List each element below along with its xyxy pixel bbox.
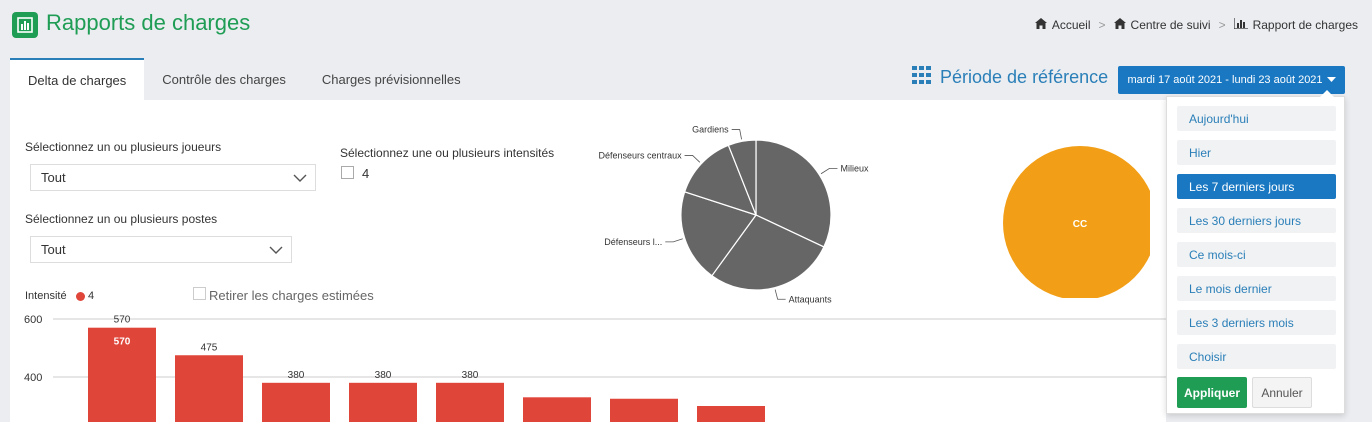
pie-leader-line — [820, 167, 838, 175]
intensite-4-checkbox[interactable] — [341, 166, 354, 179]
breadcrumb-label: Centre de suivi — [1130, 18, 1211, 32]
pie-chart-postes: Milieux Attaquants Défenseurs l... Défenseu… — [599, 125, 869, 305]
bar-inner-label: 570 — [114, 337, 131, 348]
apply-button[interactable]: Appliquer — [1177, 377, 1247, 408]
breadcrumb-label: Accueil — [1051, 18, 1091, 32]
bar-value-label: 475 — [201, 342, 218, 353]
date-range-label: mardi 17 août 2021 - lundi 23 août 2021 — [1127, 74, 1323, 86]
breadcrumb-centre-de-suivi[interactable]: Centre de suivi — [1113, 18, 1211, 32]
breadcrumb-accueil[interactable]: Accueil — [1034, 18, 1091, 32]
cancel-button[interactable]: Annuler — [1252, 377, 1312, 408]
joueurs-select-value: Tout — [41, 170, 66, 185]
bar — [436, 382, 504, 422]
intensites-label: Sélectionnez une ou plusieurs intensités — [340, 146, 555, 160]
bar — [88, 327, 156, 422]
report-app-icon — [12, 12, 38, 38]
y-tick-label: 400 — [24, 372, 42, 384]
header: Rapports de charges Accueil > Centre de … — [0, 0, 1372, 56]
bar — [697, 406, 765, 422]
tab-charges-previsionnelles[interactable]: Charges prévisionnelles — [321, 71, 461, 87]
page-title: Rapports de charges — [46, 10, 251, 35]
bar-value-label: 380 — [462, 370, 479, 381]
bar — [262, 382, 330, 422]
pie-slice-label: Gardiens — [692, 125, 729, 135]
bar-chart-icon — [1232, 18, 1248, 32]
breadcrumb: Accueil > Centre de suivi > Rapport de c… — [1034, 18, 1358, 32]
pie-slice — [680, 191, 757, 277]
retirer-label: Retirer les charges estimées — [209, 288, 374, 303]
periode-label: Période de référence — [940, 67, 1109, 87]
pie-slice — [711, 214, 825, 291]
joueurs-label: Sélectionnez un ou plusieurs joueurs — [25, 140, 222, 154]
tab-controle-des-charges[interactable]: Contrôle des charges — [162, 71, 286, 87]
tab-bar: Delta de charges Contrôle des charges Ch… — [10, 58, 479, 100]
breadcrumb-label: Rapport de charges — [1252, 18, 1358, 32]
dropdown-caret — [1320, 90, 1334, 97]
bar — [610, 398, 678, 422]
pie-leader-line — [774, 289, 786, 300]
breadcrumb-separator: > — [1218, 18, 1226, 32]
bar — [349, 382, 417, 422]
option-mois-dernier[interactable]: Le mois dernier — [1177, 276, 1336, 301]
chevron-down-icon — [293, 171, 307, 188]
grid-icon — [912, 66, 932, 89]
periode-reference: Période de référence — [912, 66, 1108, 89]
pie-slice-label: CC — [1073, 219, 1087, 230]
intensite-4-label: 4 — [362, 166, 370, 181]
retirer-checkbox[interactable] — [193, 287, 206, 300]
bar-chart: 400 600 570 570 475 380 380 380 — [24, 314, 1166, 422]
home-icon — [1034, 18, 1047, 32]
breadcrumb-rapport-de-charges[interactable]: Rapport de charges — [1232, 18, 1358, 32]
option-30-derniers-jours[interactable]: Les 30 derniers jours — [1177, 208, 1336, 233]
chevron-down-icon — [269, 243, 283, 260]
pie-slice-label: Défenseurs l... — [604, 237, 662, 247]
pie-slice-label: Attaquants — [789, 294, 833, 304]
pie-leader-line — [731, 129, 742, 140]
joueurs-select[interactable]: Tout — [30, 164, 316, 191]
tab-delta-de-charges[interactable]: Delta de charges — [10, 58, 145, 100]
bar-value-label: 380 — [375, 370, 392, 381]
pie-slice-label: Défenseurs centraux — [599, 150, 683, 160]
date-range-button[interactable]: mardi 17 août 2021 - lundi 23 août 2021 — [1118, 66, 1345, 94]
date-range-dropdown: Aujourd'hui Hier Les 7 derniers jours Le… — [1166, 90, 1345, 414]
main-panel: Sélectionnez un ou plusieurs joueurs Tou… — [10, 100, 1166, 422]
bar — [523, 397, 591, 422]
bar-value-label: 380 — [288, 370, 305, 381]
legend-intensite-label: Intensité — [25, 290, 67, 302]
pie-slice — [755, 139, 832, 248]
pie-leader-line — [684, 155, 701, 163]
pie-slice — [683, 144, 758, 216]
legend-intensite-value: 4 — [88, 290, 95, 302]
pie-slice — [727, 139, 757, 216]
option-hier[interactable]: Hier — [1177, 140, 1336, 165]
postes-label: Sélectionnez un ou plusieurs postes — [25, 212, 218, 226]
legend-dot — [76, 292, 85, 301]
option-7-derniers-jours[interactable]: Les 7 derniers jours — [1177, 174, 1336, 199]
pie-slice-label: Milieux — [840, 163, 869, 173]
y-tick-label: 600 — [24, 314, 42, 326]
pie-chart-cc: CC — [1003, 146, 1150, 298]
option-aujourdhui[interactable]: Aujourd'hui — [1177, 106, 1336, 131]
option-ce-mois-ci[interactable]: Ce mois-ci — [1177, 242, 1336, 267]
bar-value-label: 570 — [114, 315, 131, 326]
breadcrumb-separator: > — [1098, 18, 1106, 32]
home-icon — [1113, 18, 1126, 32]
bar — [175, 355, 243, 422]
caret-down-icon — [1326, 74, 1336, 86]
postes-select[interactable]: Tout — [30, 236, 292, 263]
pie-leader-line — [665, 238, 683, 243]
pie-slice — [1003, 146, 1150, 298]
postes-select-value: Tout — [41, 242, 66, 257]
option-choisir[interactable]: Choisir — [1177, 344, 1336, 369]
option-3-derniers-mois[interactable]: Les 3 derniers mois — [1177, 310, 1336, 335]
